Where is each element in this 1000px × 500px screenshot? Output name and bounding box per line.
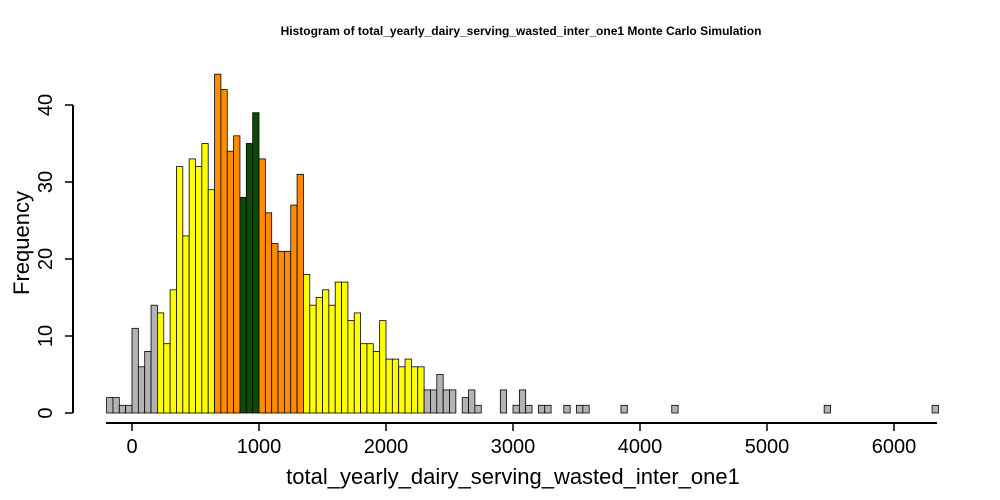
histogram-bar-15 bbox=[201, 143, 209, 414]
histogram-bar-51 bbox=[430, 389, 438, 414]
histogram-bar-53 bbox=[442, 389, 450, 414]
histogram-bar-13 bbox=[188, 158, 196, 414]
histogram-bar-21 bbox=[239, 196, 247, 414]
x-tick-label-0: 0 bbox=[126, 436, 137, 458]
chart-title: Histogram of total_yearly_dairy_serving_… bbox=[281, 24, 762, 38]
histogram-bar-6 bbox=[144, 350, 152, 414]
histogram-bar-5 bbox=[137, 366, 146, 414]
y-tick-label-0: 0 bbox=[35, 407, 57, 418]
x-tick-label-6000: 6000 bbox=[872, 436, 917, 458]
histogram-bar-37 bbox=[341, 281, 349, 414]
histogram-bar-29 bbox=[290, 204, 298, 414]
histogram-bar-113 bbox=[823, 404, 831, 414]
histogram-bar-75 bbox=[582, 404, 590, 414]
histogram-bar-9 bbox=[163, 343, 171, 414]
x-tick-label-3000: 3000 bbox=[491, 436, 536, 458]
histogram-bar-tail-0 bbox=[931, 404, 939, 414]
histogram-bar-11 bbox=[176, 166, 184, 414]
histogram-bar-27 bbox=[277, 250, 285, 414]
histogram-bar-0 bbox=[106, 397, 114, 414]
histogram-bar-30 bbox=[296, 173, 304, 414]
histogram-bar-31 bbox=[303, 273, 311, 414]
histogram-bar-3 bbox=[125, 404, 133, 414]
histogram-bar-64 bbox=[512, 404, 520, 414]
histogram-bar-24 bbox=[258, 158, 266, 414]
histogram-bar-45 bbox=[391, 358, 400, 414]
histogram-bar-18 bbox=[220, 89, 228, 414]
histogram-bar-66 bbox=[525, 404, 533, 414]
histogram-bar-10 bbox=[169, 289, 177, 414]
histogram-bar-14 bbox=[195, 166, 203, 414]
histogram-bar-19 bbox=[226, 150, 234, 414]
histogram-bar-65 bbox=[518, 389, 527, 414]
histogram-bar-69 bbox=[544, 404, 552, 414]
histogram-bar-89 bbox=[671, 404, 679, 414]
histogram-bar-81 bbox=[620, 404, 628, 414]
histogram-bar-47 bbox=[404, 358, 412, 414]
x-tick-label-4000: 4000 bbox=[618, 436, 663, 458]
histogram-bar-38 bbox=[347, 320, 355, 414]
histogram-bar-26 bbox=[271, 243, 279, 414]
histogram-bar-25 bbox=[264, 212, 273, 414]
histogram-bar-2 bbox=[118, 404, 127, 414]
y-tick-label-30: 30 bbox=[35, 171, 57, 193]
histogram-bar-50 bbox=[423, 389, 431, 414]
histogram-bar-35 bbox=[328, 304, 336, 414]
histogram-bar-74 bbox=[576, 404, 584, 414]
histogram-bar-7 bbox=[150, 304, 158, 414]
y-axis: 0 10 20 30 40 bbox=[35, 94, 74, 419]
y-tick-label-10: 10 bbox=[35, 325, 57, 347]
histogram-bar-57 bbox=[468, 389, 476, 414]
histogram-bar-39 bbox=[353, 312, 361, 414]
histogram-bar-20 bbox=[233, 135, 241, 414]
x-tick-label-1000: 1000 bbox=[237, 436, 282, 458]
histogram-bar-44 bbox=[385, 358, 393, 414]
y-tick-label-40: 40 bbox=[35, 94, 57, 116]
histogram-bar-36 bbox=[334, 281, 342, 414]
histogram-bar-41 bbox=[366, 343, 374, 414]
histogram-bar-1 bbox=[112, 397, 120, 414]
x-axis-label: total_yearly_dairy_serving_wasted_inter_… bbox=[286, 464, 740, 489]
histogram-bar-68 bbox=[538, 404, 546, 414]
histogram-bar-46 bbox=[398, 366, 406, 414]
histogram-bar-48 bbox=[410, 366, 419, 414]
histogram-bar-34 bbox=[322, 289, 330, 414]
histogram-bar-58 bbox=[474, 404, 482, 414]
histogram-bar-56 bbox=[461, 397, 469, 414]
histogram-bar-62 bbox=[499, 389, 508, 414]
histogram-bar-33 bbox=[315, 297, 323, 414]
histogram-bar-16 bbox=[207, 189, 215, 414]
x-tick-label-2000: 2000 bbox=[364, 436, 409, 458]
histogram-bar-8 bbox=[156, 312, 165, 414]
bars-group bbox=[106, 73, 939, 414]
histogram-bar-23 bbox=[252, 112, 260, 414]
histogram-bar-43 bbox=[379, 320, 387, 414]
histogram-bar-32 bbox=[309, 304, 317, 414]
histogram-bar-72 bbox=[563, 404, 571, 414]
histogram-bar-52 bbox=[436, 374, 444, 414]
histogram-bar-22 bbox=[245, 143, 254, 414]
histogram-bar-28 bbox=[283, 250, 292, 414]
y-axis-label: Frequency bbox=[9, 191, 34, 295]
histogram-bar-4 bbox=[131, 327, 139, 414]
histogram-bar-54 bbox=[449, 389, 457, 414]
histogram-bar-42 bbox=[372, 350, 381, 414]
histogram-bar-12 bbox=[182, 235, 190, 414]
histogram-bar-40 bbox=[360, 343, 368, 414]
x-axis: 0 1000 2000 3000 4000 5000 6000 bbox=[106, 422, 937, 458]
y-tick-label-20: 20 bbox=[35, 248, 57, 270]
x-tick-label-5000: 5000 bbox=[745, 436, 790, 458]
histogram-bar-49 bbox=[417, 366, 425, 414]
histogram-bar-17 bbox=[214, 73, 222, 414]
